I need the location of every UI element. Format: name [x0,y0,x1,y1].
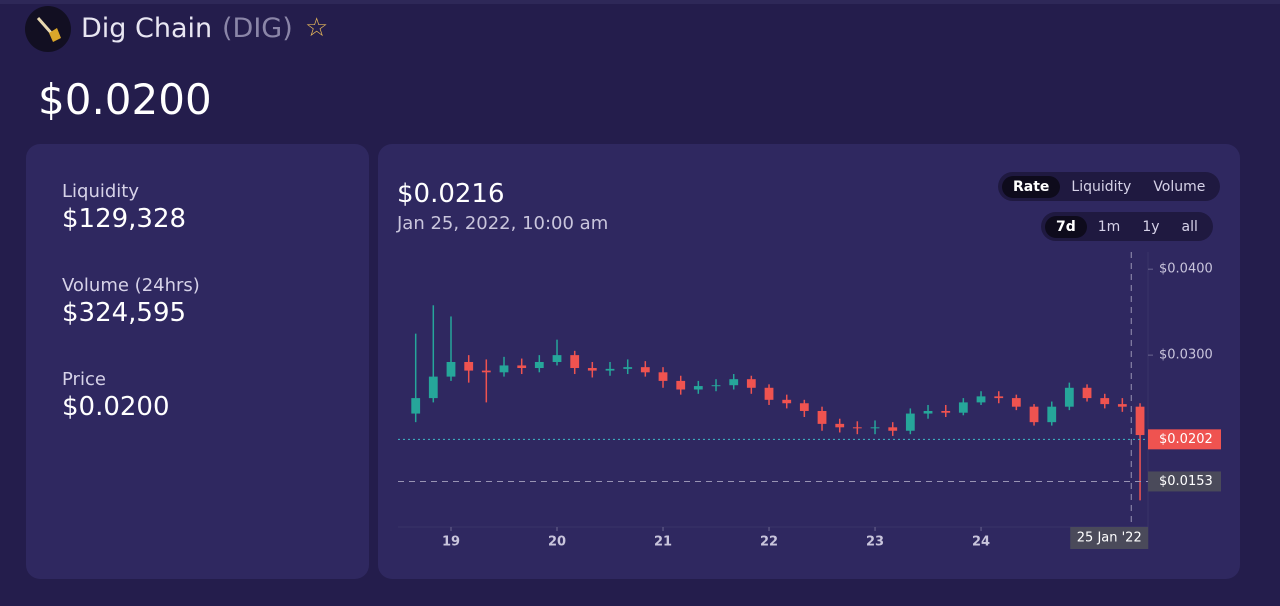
favorite-star[interactable]: ☆ [305,13,329,43]
hover-price: $0.0216 [397,179,505,209]
candle-body [428,376,438,399]
tab[interactable]: Liquidity [1071,178,1132,195]
candle-body [658,372,668,381]
candle-body [835,423,845,428]
crosshair-y-label: $0.0153 [1159,474,1213,489]
x-tick-label: 20 [548,535,566,550]
x-tick-label: 21 [654,535,672,550]
candle-body [852,427,862,429]
stats-card: Liquidity $129,328 Volume (24hrs) $324,5… [26,144,369,579]
candle-body [764,387,774,400]
hover-time: Jan 25, 2022, 10:00 am [397,213,609,234]
tab[interactable]: 1y [1142,218,1160,235]
candle-body [782,399,792,404]
candle-body [1082,387,1092,399]
x-tick-label: 19 [442,535,460,550]
candle-body [517,365,527,369]
candle-body [587,368,597,371]
range-tabs: 7d 1m 1y all [1041,212,1213,241]
candle-body [464,362,474,371]
candle-body [923,410,933,414]
metric-tabs: Rate Liquidity Volume [998,172,1221,201]
candle-body [711,385,721,387]
crosshair-x-tag [1070,527,1149,549]
tab[interactable]: all [1181,218,1198,235]
candle-body [411,398,421,414]
candle-body [1100,398,1110,405]
stat-value: $0.0200 [62,392,170,422]
candle-body [941,410,951,413]
candle-body [799,403,809,411]
tab[interactable]: Rate [1002,175,1061,198]
x-tick-label: 23 [866,535,884,550]
tab[interactable]: 7d [1045,215,1087,238]
candle-body [1117,404,1127,407]
token-logo [25,6,71,52]
token-symbol: (DIG) [222,13,293,44]
token-price: $0.0200 [38,75,212,124]
candle-body [676,380,686,390]
candle-body [905,413,915,431]
candle-body [888,427,898,431]
candle-body [976,396,986,403]
last-price-label: $0.0202 [1159,432,1213,447]
candle-body [1047,406,1057,423]
candle-body [729,379,739,386]
y-tick-label: $0.0400 [1159,262,1213,277]
candle-body [640,367,650,373]
candle-body [1029,406,1039,423]
tab[interactable]: Volume [1153,178,1206,195]
candle-body [499,365,509,373]
y-tick-label: $0.0300 [1159,348,1213,363]
candle-body [870,427,880,429]
top-bar [0,0,1280,4]
tab[interactable]: 1m [1097,218,1121,235]
last-price-tag [1148,429,1221,450]
candle-body [481,370,491,373]
candle-body [693,386,703,390]
candle-body [446,362,456,377]
crosshair-x-label: 25 Jan '22 [1077,531,1142,546]
candle-body [552,355,562,362]
token-name: Dig Chain [81,13,213,44]
crosshair-y-tag [1148,471,1221,492]
candle-body [958,402,968,413]
candle-body [605,368,615,371]
candle-body [1011,398,1021,407]
stat-label: Liquidity [62,181,140,202]
candle-body [746,379,756,388]
candle-body [994,396,1004,399]
candle-body [570,355,580,369]
stat-label: Volume (24hrs) [62,275,200,296]
x-tick-label: 22 [760,535,778,550]
candle-body [1135,406,1145,436]
candle-body [534,362,544,369]
stat-value: $129,328 [62,204,187,234]
stat-value: $324,595 [62,298,187,328]
candle-body [817,410,827,424]
stat-label: Price [62,369,106,390]
x-tick-label: 24 [972,535,990,550]
candle-body [1064,387,1074,407]
candle-body [623,367,633,369]
